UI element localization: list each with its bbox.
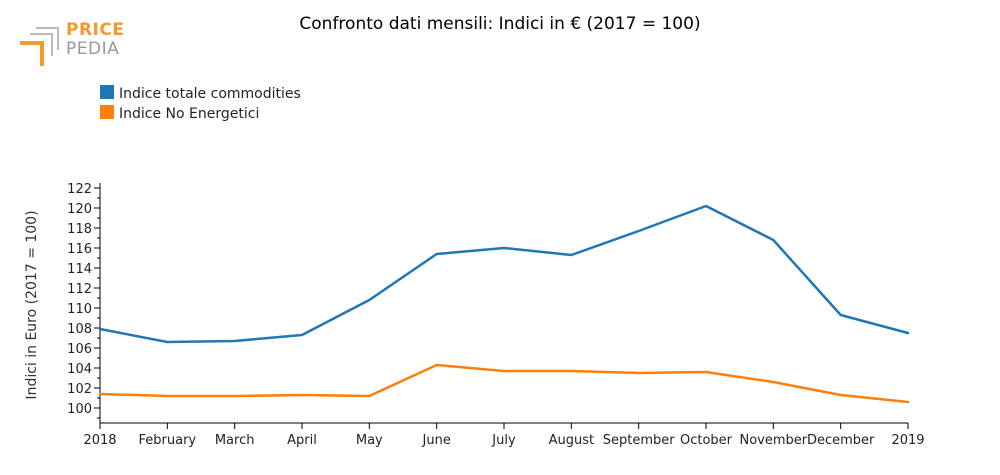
y-tick-label-122: 122	[67, 182, 92, 197]
x-tick-label-10: October	[680, 433, 733, 448]
pricepedia-logo: PRICE PEDIA	[20, 20, 124, 66]
series-group	[98, 204, 910, 404]
x-tick-label-11: November	[740, 433, 808, 448]
y-tick-label-100: 100	[67, 402, 92, 417]
chart-title: Confronto dati mensili: Indici in € (201…	[299, 14, 700, 34]
axes: 100 102 104 106 108 110 112 114 116 118 120 122 2018…	[67, 182, 924, 448]
series-line-1	[98, 204, 910, 344]
y-tick-label-104: 104	[67, 362, 92, 377]
series-line-2	[98, 363, 910, 404]
legend-label-1: Indice totale commodities	[119, 86, 301, 102]
legend-swatch-2	[100, 105, 114, 119]
logo-text-bottom: PEDIA	[66, 39, 119, 59]
y-tick-label-110: 110	[67, 302, 92, 317]
legend: Indice totale commodities Indice No Energ…	[100, 85, 301, 122]
x-tick-label-12: December	[807, 433, 875, 448]
x-tick-label-9: September	[603, 433, 676, 448]
logo-mark-icon	[20, 27, 59, 66]
y-tick-label-118: 118	[67, 222, 92, 237]
y-tick-label-120: 120	[67, 202, 92, 217]
x-tick-label-2: February	[139, 433, 197, 448]
legend-swatch-1	[100, 85, 114, 99]
y-axis-title: Indici in Euro (2017 = 100)	[24, 210, 40, 399]
x-tick-label-6: June	[422, 433, 451, 448]
x-tick-label-1: 2018	[83, 433, 116, 448]
y-tick-label-106: 106	[67, 342, 92, 357]
y-tick-label-116: 116	[67, 242, 92, 257]
x-tick-label-8: August	[549, 433, 595, 448]
x-tick-label-13: 2019	[891, 433, 924, 448]
x-tick-label-5: May	[356, 433, 383, 448]
x-tick-label-4: April	[287, 433, 317, 448]
legend-label-2: Indice No Energetici	[119, 106, 259, 122]
x-tick-label-7: July	[491, 433, 516, 448]
y-tick-label-114: 114	[67, 262, 92, 277]
y-tick-label-108: 108	[67, 322, 92, 337]
y-tick-label-102: 102	[67, 382, 92, 397]
y-tick-label-112: 112	[67, 282, 92, 297]
x-tick-label-3: March	[215, 433, 255, 448]
logo-text-top: PRICE	[66, 20, 124, 40]
